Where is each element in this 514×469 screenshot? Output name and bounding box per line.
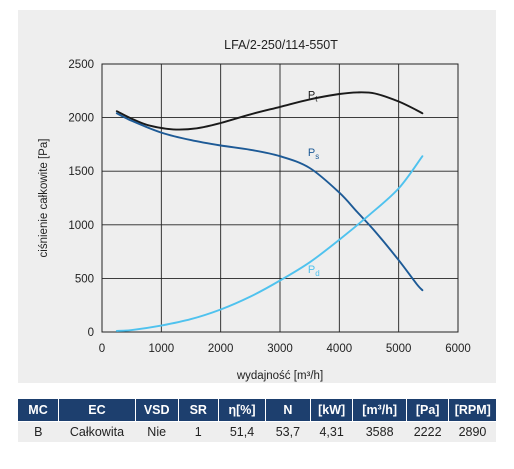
header-rpm: [RPM] (448, 399, 496, 422)
table-header-row: MC EC VSD SR η[%] N [kW] [m³/h] [Pa] [RP… (18, 399, 496, 422)
header-sr: SR (178, 399, 220, 422)
series-ps-line (115, 112, 424, 292)
x-tick-label: 3000 (267, 343, 293, 355)
tick-labels: 0 1000 2000 3000 4000 5000 6000 0 500 1000 1500 200… (68, 59, 470, 355)
y-tick-label: 2500 (68, 59, 94, 71)
cell-mc: B (18, 421, 59, 442)
header-pressure: [Pa] (406, 399, 450, 422)
series-label-sub: t (315, 94, 318, 103)
chart-title: LFA/2-250/114-550T (224, 38, 338, 52)
header-power: [kW] (310, 399, 354, 422)
header-airflow: [m³/h] (352, 399, 407, 422)
header-efficiency: η[%] (218, 399, 266, 422)
x-tick-label: 1000 (149, 343, 175, 355)
y-tick-label: 0 (88, 327, 94, 339)
cell-efficiency: 51,4 (218, 421, 266, 442)
header-vsd: VSD (135, 399, 179, 422)
series-pt-label: Pt (308, 89, 318, 103)
series-label-sub: s (315, 152, 319, 161)
series-pt-line (115, 91, 424, 131)
y-tick-label: 1500 (68, 166, 94, 178)
table-row: B Całkowita Nie 1 51,4 53,7 4,31 3588 22… (18, 421, 496, 442)
header-mc: MC (18, 399, 60, 422)
header-n: N (265, 399, 311, 422)
series-pd-line (115, 155, 424, 332)
series-label-sub: d (315, 269, 319, 278)
cell-ec: Całkowita (58, 421, 136, 442)
fan-spec-table: MC EC VSD SR η[%] N [kW] [m³/h] [Pa] [RP… (18, 399, 496, 442)
cell-n: 53,7 (265, 421, 311, 442)
x-axis-label: wydajność [m³/h] (236, 370, 323, 382)
y-tick-label: 1000 (68, 220, 94, 232)
x-tick-label: 4000 (327, 343, 353, 355)
cell-rpm: 2890 (448, 421, 496, 442)
series-label-main: P (308, 147, 315, 159)
plot-frame (101, 63, 459, 333)
x-tick-label: 0 (99, 343, 105, 355)
cell-airflow: 3588 (352, 421, 407, 442)
cell-vsd: Nie (135, 421, 179, 442)
header-ec: EC (58, 399, 136, 422)
series-pd-label: Pd (308, 264, 320, 278)
y-tick-label: 2000 (68, 113, 94, 125)
y-tick-label: 500 (75, 273, 94, 285)
cell-sr: 1 (178, 421, 219, 442)
cell-pressure: 2222 (406, 421, 449, 442)
y-axis-label: ciśnienie całkowite [Pa] (38, 139, 50, 258)
cell-power: 4,31 (310, 421, 353, 442)
chart-panel: LFA/2-250/114-550T Pt Ps Pd 0 1000 2000 3000 4… (18, 10, 496, 383)
series-label-main: P (308, 89, 315, 101)
x-tick-label: 6000 (445, 343, 471, 355)
series-label-main: P (308, 264, 315, 276)
x-tick-label: 5000 (386, 343, 412, 355)
series-ps-label: Ps (308, 147, 319, 161)
x-tick-label: 2000 (208, 343, 234, 355)
